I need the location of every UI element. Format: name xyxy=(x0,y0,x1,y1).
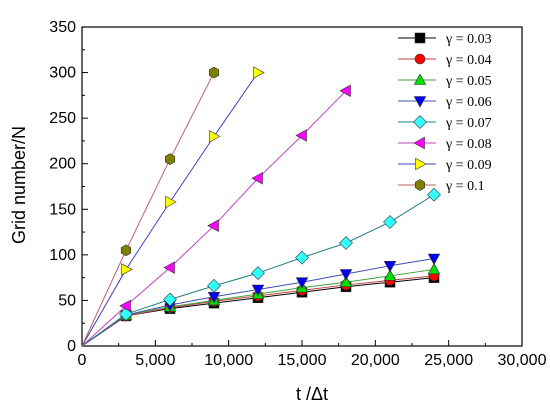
legend-entry: γ = 0.06 xyxy=(398,95,492,110)
series-4 xyxy=(81,253,441,347)
y-axis-label: Grid number/N xyxy=(9,126,29,244)
data-point xyxy=(207,278,221,293)
legend-entry: γ = 0.03 xyxy=(398,32,492,47)
data-point xyxy=(251,266,265,281)
data-point xyxy=(121,263,133,276)
legend-entry: γ = 0.08 xyxy=(398,136,492,152)
data-point xyxy=(339,84,351,98)
data-point xyxy=(427,262,441,275)
y-tick-label: 200 xyxy=(49,156,76,173)
legend-label: γ = 0.1 xyxy=(445,179,485,194)
y-tick-label: 150 xyxy=(49,201,76,218)
legend: γ = 0.03 γ = 0.04 γ = 0.05 γ = 0.06 γ = 0.07… xyxy=(398,32,492,194)
series-7 xyxy=(81,66,265,347)
data-point xyxy=(427,253,441,266)
legend-entry: γ = 0.09 xyxy=(398,157,492,173)
data-point xyxy=(119,299,131,313)
legend-marker xyxy=(413,136,425,150)
y-tick-label: 100 xyxy=(49,247,76,264)
data-point xyxy=(295,277,309,289)
y-axis-ticks: 0 50 100 150 200 250 300 350 xyxy=(49,19,88,355)
data-point xyxy=(295,250,309,265)
legend-label: γ = 0.03 xyxy=(445,32,492,47)
series-layer xyxy=(81,66,441,347)
data-point xyxy=(251,172,263,185)
x-axis-ticks: 0 5,000 10,000 15,000 20,000 25,000 30,000 xyxy=(78,340,547,369)
legend-marker xyxy=(414,32,426,44)
y-tick-label: 50 xyxy=(58,292,76,309)
data-point xyxy=(339,275,353,288)
legend-entry: γ = 0.04 xyxy=(398,53,492,68)
data-point xyxy=(207,219,219,232)
legend-label: γ = 0.09 xyxy=(445,158,492,173)
series-2 xyxy=(81,270,440,347)
data-point xyxy=(253,66,265,79)
data-point xyxy=(383,215,397,229)
data-point xyxy=(339,236,353,250)
legend-label: γ = 0.08 xyxy=(445,137,492,152)
legend-label: γ = 0.05 xyxy=(445,74,492,89)
series-8 xyxy=(81,66,220,347)
data-point xyxy=(383,269,397,281)
legend-label: γ = 0.04 xyxy=(445,53,492,68)
data-point xyxy=(383,260,397,273)
series-5 xyxy=(81,187,441,347)
data-point xyxy=(163,292,177,307)
legend-marker xyxy=(414,53,426,65)
data-point xyxy=(339,269,353,281)
data-point xyxy=(209,130,221,143)
x-tick-label: 0 xyxy=(78,352,87,369)
legend-entry: γ = 0.05 xyxy=(398,73,492,89)
y-tick-label: 250 xyxy=(49,110,76,127)
data-point xyxy=(251,284,265,297)
x-tick-label: 30,000 xyxy=(498,352,547,369)
legend-label: γ = 0.06 xyxy=(445,95,492,110)
legend-entry: γ = 0.1 xyxy=(398,179,485,194)
data-point xyxy=(120,244,132,257)
y-tick-label: 350 xyxy=(49,19,76,36)
y-tick-label: 0 xyxy=(67,338,76,355)
legend-marker xyxy=(415,157,427,171)
legend-marker xyxy=(413,73,427,85)
series-6 xyxy=(81,84,351,347)
x-tick-label: 10,000 xyxy=(204,352,253,369)
legend-marker xyxy=(413,115,427,129)
x-tick-label: 25,000 xyxy=(424,352,473,369)
data-point xyxy=(165,195,177,209)
data-point xyxy=(163,261,175,274)
x-tick-label: 20,000 xyxy=(351,352,400,369)
data-point xyxy=(208,66,220,79)
legend-marker xyxy=(413,96,427,108)
x-axis-label: t /Δt xyxy=(296,384,328,404)
legend-marker xyxy=(414,179,426,191)
series-1 xyxy=(81,272,440,347)
data-point xyxy=(427,187,441,202)
x-tick-label: 15,000 xyxy=(278,352,327,369)
series-line xyxy=(81,72,215,347)
data-point xyxy=(164,153,176,166)
y-tick-label: 300 xyxy=(49,65,76,82)
legend-label: γ = 0.07 xyxy=(445,116,492,131)
legend-entry: γ = 0.07 xyxy=(398,115,492,131)
data-point xyxy=(295,129,307,142)
x-tick-label: 5,000 xyxy=(135,352,175,369)
